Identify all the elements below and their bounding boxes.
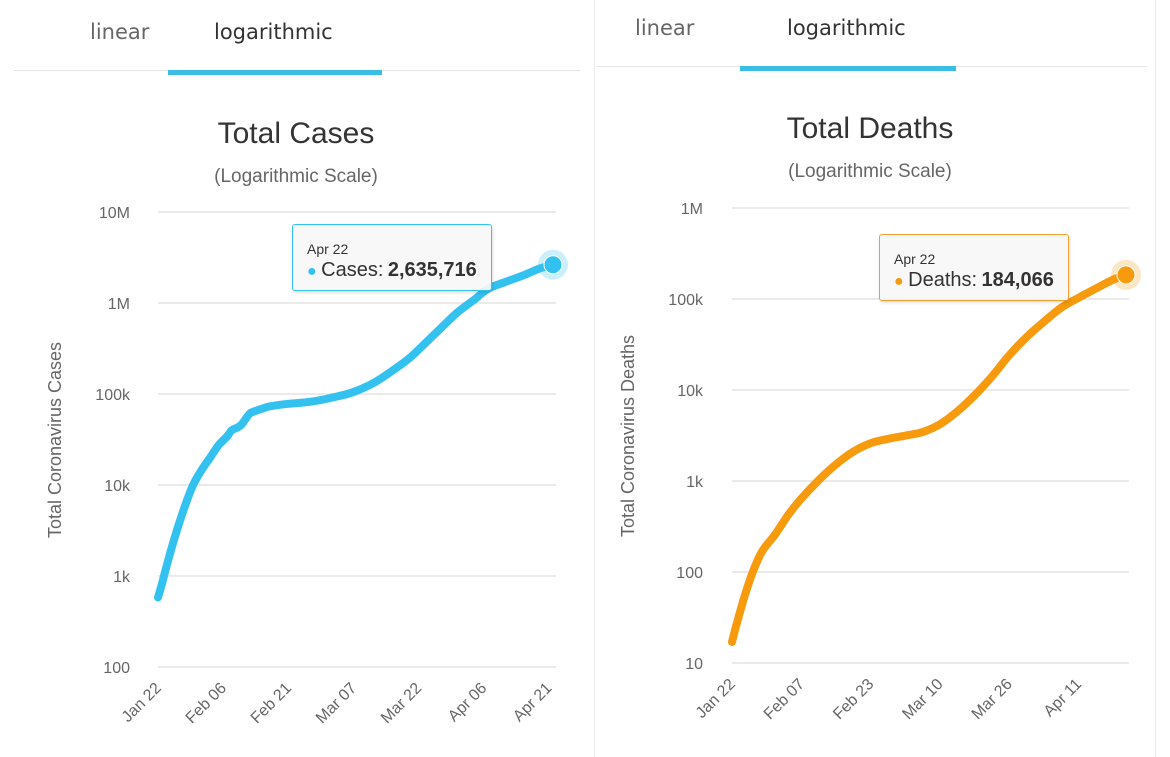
deaths-chart-panel: linear logarithmic Total Deaths (Logarit…	[594, 0, 1156, 757]
tooltip-date: Apr 22	[307, 241, 349, 257]
y-tick-label: 10M	[99, 205, 130, 222]
chart-subtitle: (Logarithmic Scale)	[788, 161, 952, 182]
y-tick-label: 1k	[686, 474, 704, 491]
active-tab-indicator	[168, 70, 382, 75]
x-tick-label: Feb 06	[183, 680, 230, 727]
x-tick-label: Feb 23	[830, 676, 877, 723]
x-tick-label: Feb 21	[248, 680, 295, 727]
x-tick-label: Jan 22	[119, 680, 165, 726]
y-axis-title: Total Coronavirus Cases	[45, 342, 65, 538]
deaths-chart: Total Deaths (Logarithmic Scale) Total C…	[618, 112, 1141, 723]
highlight-marker	[543, 255, 563, 275]
tooltip-date: Apr 22	[894, 251, 936, 267]
y-axis-title: Total Coronavirus Deaths	[618, 335, 638, 537]
tooltip-value: 2,635,716	[387, 259, 477, 281]
tab-linear[interactable]: linear	[635, 16, 695, 40]
x-tick-label: Apr 06	[445, 680, 490, 725]
tab-logarithmic[interactable]: logarithmic	[787, 16, 906, 40]
x-tick-label: Mar 10	[899, 676, 946, 723]
x-tick-label: Mar 07	[313, 680, 360, 727]
x-tick-label: Feb 07	[761, 676, 808, 723]
cases-chart-panel: linear logarithmic Total Cases (Logarith…	[14, 0, 580, 728]
chart-subtitle: (Logarithmic Scale)	[214, 166, 378, 187]
x-tick-label: Mar 22	[378, 680, 425, 727]
series-bullet-icon: ●	[307, 263, 317, 280]
tooltip-value: 184,066	[981, 269, 1054, 291]
scale-tab-bar: linear logarithmic	[14, 0, 580, 75]
tab-linear[interactable]: linear	[90, 20, 150, 44]
cases-chart: Total Cases (Logarithmic Scale) Total Co…	[45, 117, 568, 727]
y-tick-label: 100	[676, 565, 703, 582]
tooltip-series-label: Cases:	[321, 259, 384, 281]
highlight-marker	[1116, 265, 1136, 285]
tooltip-series-label: Deaths:	[908, 269, 978, 291]
data-tooltip: Apr 22 ● Cases: 2,635,716	[292, 224, 492, 291]
series-line-cases	[154, 260, 557, 602]
chart-title: Total Deaths	[787, 112, 954, 145]
y-tick-label: 1M	[681, 201, 703, 218]
y-tick-label: 10k	[677, 383, 704, 400]
y-tick-label: 10k	[104, 478, 131, 495]
x-tick-label: Mar 26	[969, 676, 1016, 723]
y-tick-label: 1M	[108, 296, 130, 313]
x-tick-label: Apr 11	[1041, 676, 1086, 721]
y-tick-label: 10	[685, 656, 703, 673]
x-tick-label: Jan 22	[693, 676, 739, 722]
y-tick-label: 1k	[113, 569, 131, 586]
scale-tab-bar: linear logarithmic	[597, 0, 1147, 71]
y-tick-label: 100k	[668, 292, 704, 309]
tab-logarithmic[interactable]: logarithmic	[214, 20, 333, 44]
active-tab-indicator	[740, 66, 956, 71]
data-tooltip: Apr 22 ● Deaths: 184,066	[879, 234, 1069, 301]
y-tick-label: 100	[103, 660, 130, 677]
series-line-deaths	[728, 270, 1130, 647]
chart-title: Total Cases	[218, 117, 375, 150]
y-tick-label: 100k	[95, 387, 131, 404]
x-tick-label: Apr 21	[510, 680, 555, 725]
series-bullet-icon: ●	[894, 273, 904, 290]
